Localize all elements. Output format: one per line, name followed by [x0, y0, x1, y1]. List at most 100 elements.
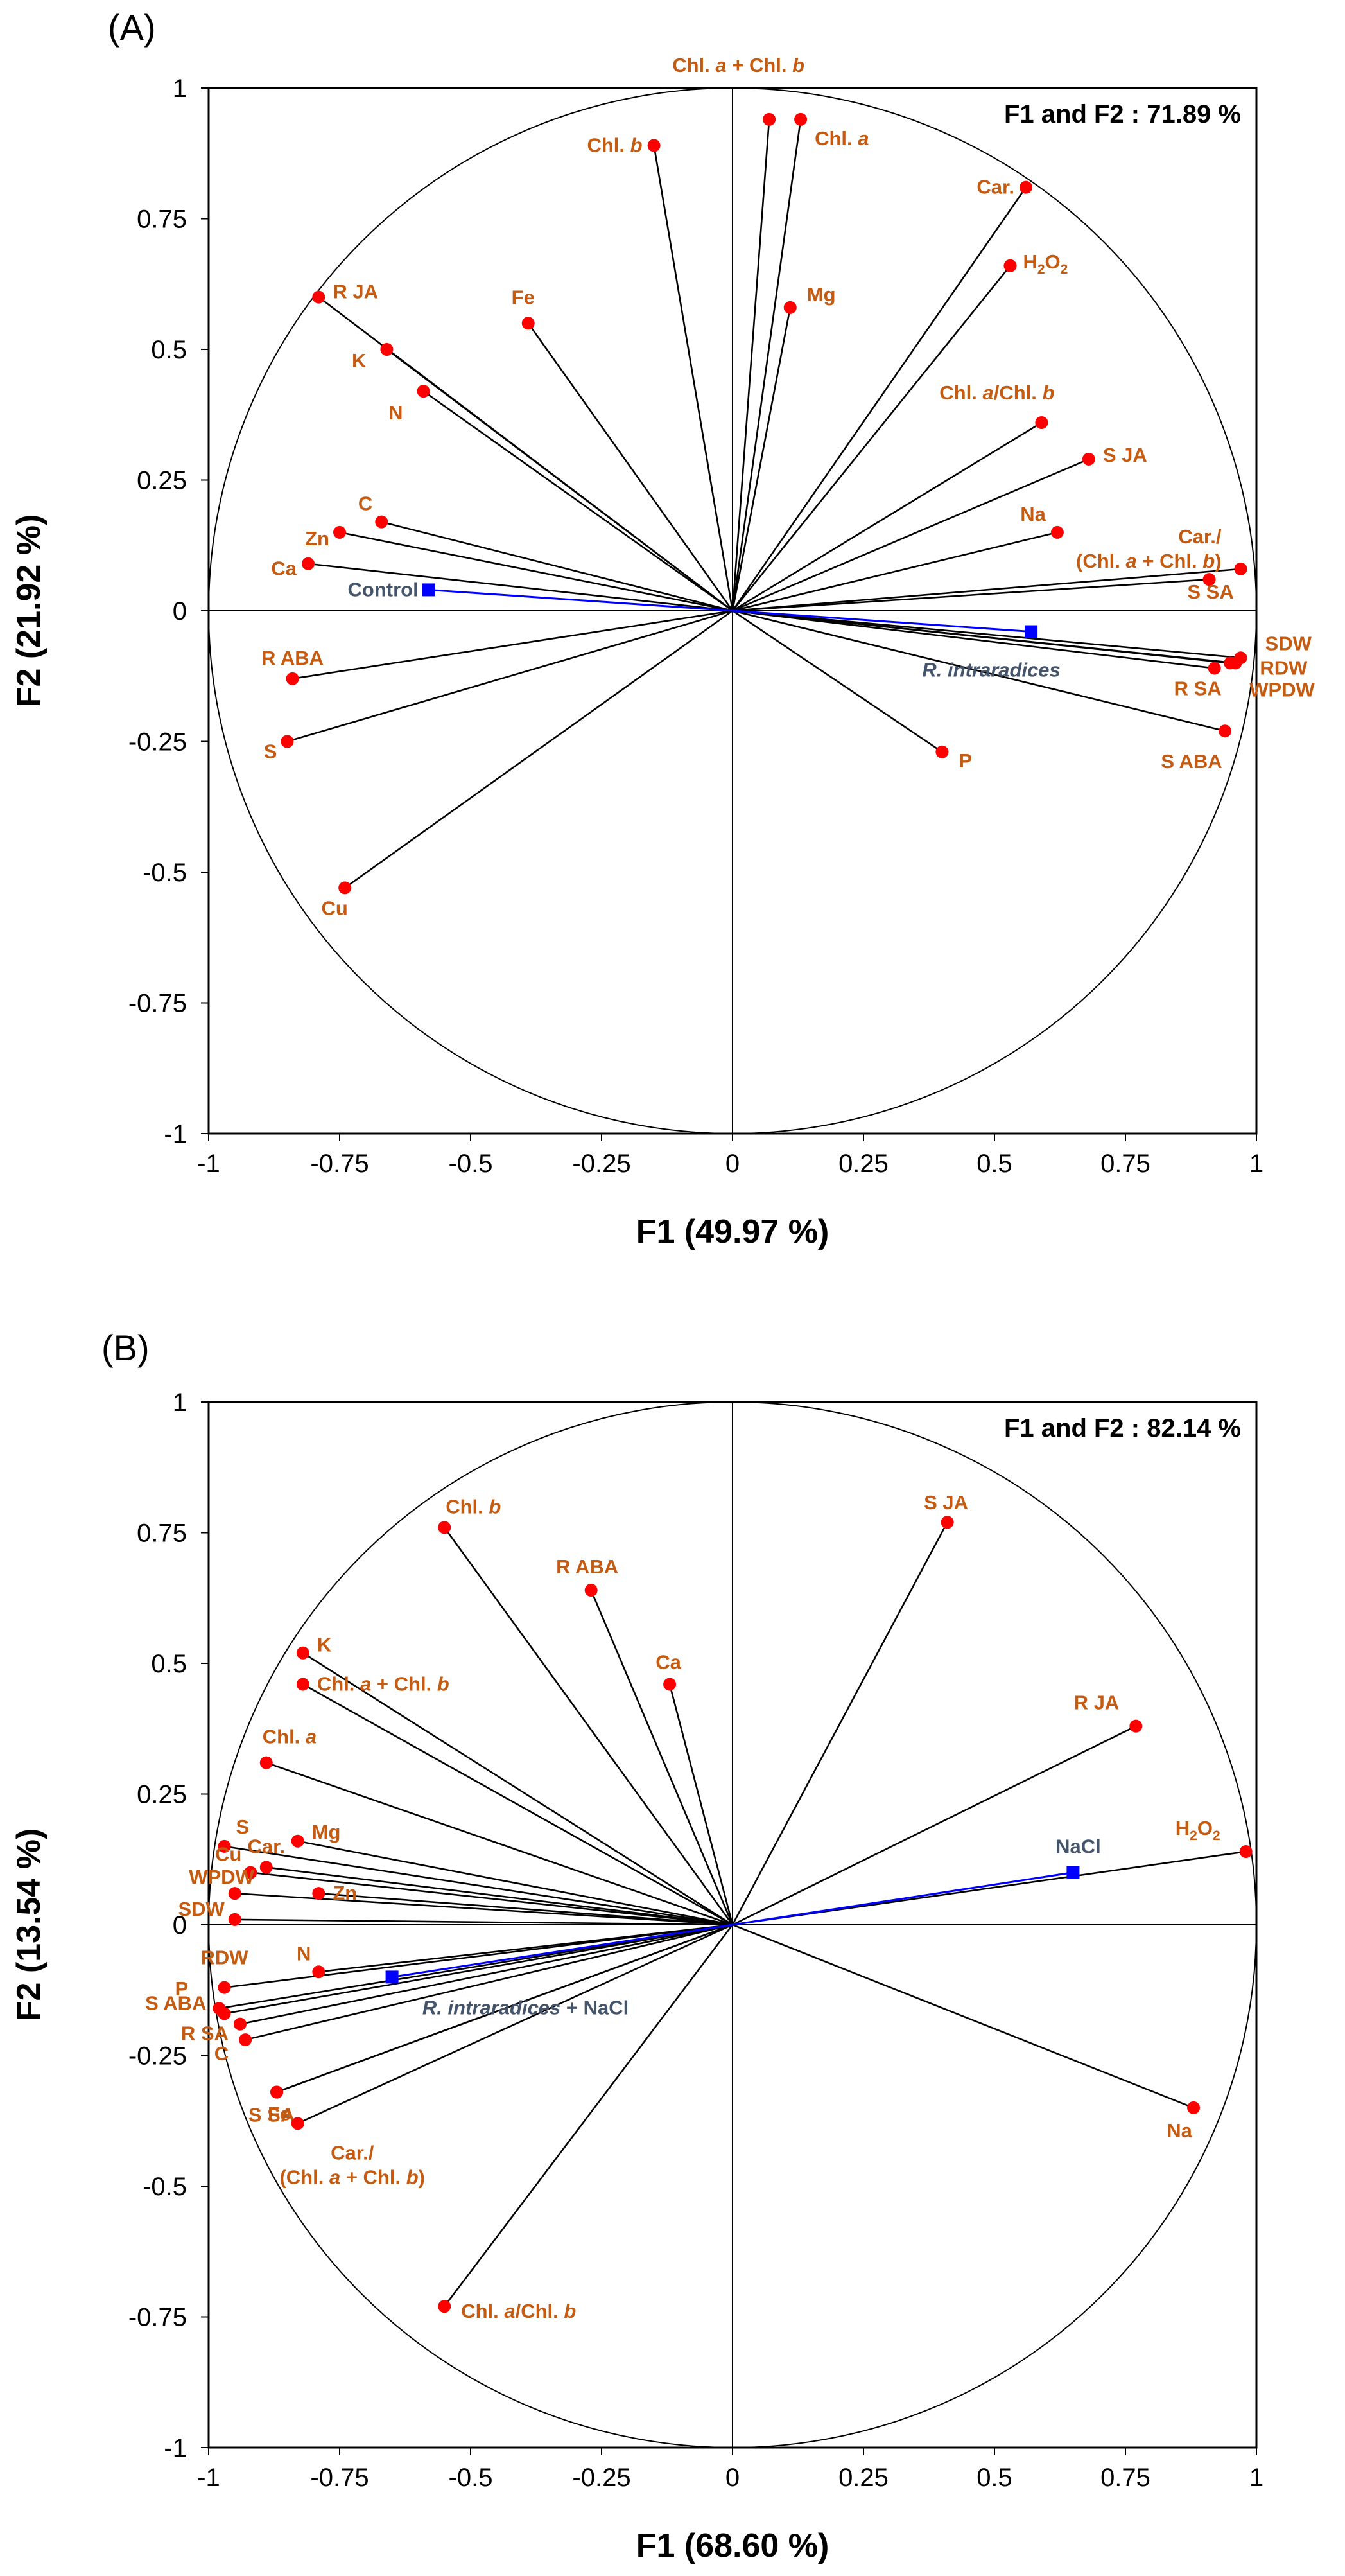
x-tick-label: 0.75 [1100, 2464, 1150, 2492]
label-c: C [358, 493, 372, 515]
point-na [1050, 525, 1064, 539]
point-r-sa [1208, 662, 1221, 675]
label-s-ja: S JA [924, 1491, 968, 1514]
panel-label: (A) [108, 7, 156, 48]
point-r-ja [312, 290, 325, 304]
y-tick-label: 0.5 [151, 336, 187, 364]
point-s-ja [1082, 452, 1095, 466]
point-na [1187, 2101, 1201, 2114]
y-tick-label: 0.5 [151, 1650, 187, 1678]
label-car: Car. [247, 1835, 285, 1857]
vector-k [386, 348, 733, 612]
variance-summary: F1 and F2 : 71.89 % [1004, 100, 1241, 128]
label-p: P [959, 749, 972, 772]
point-car-chl-a-chl-b [1234, 562, 1247, 575]
label-na: Na [1167, 2119, 1192, 2142]
panel-label: (B) [101, 1327, 150, 1368]
vector-mg [297, 1840, 733, 1926]
x-tick-label: 0 [725, 2464, 740, 2492]
vector-c [245, 1923, 733, 2041]
x-tick-label: 0.25 [838, 2464, 889, 2492]
vector-zn [318, 1892, 733, 1926]
point-chl-b [647, 139, 661, 152]
point-sdw [228, 1913, 241, 1926]
panel-b-correlation-circle: -1 -0.75 -0.5 -0.25 0 0.25 0.5 0.75 1 1 0.75 0.5 0.2… [10, 1327, 1263, 2564]
point-ca [663, 1678, 677, 1691]
label-wpdw: WPDW [1249, 678, 1315, 701]
vector-c [381, 521, 733, 612]
label-ca: Ca [271, 557, 297, 580]
label-k: K [317, 1634, 332, 1656]
y-axis-title: F2 (13.54 %) [10, 1828, 48, 2022]
vector-wpdw [732, 609, 1231, 664]
label-s-sa: S SA [248, 2103, 295, 2126]
label-r-aba: R ABA [556, 1555, 618, 1578]
vector-s-aba [224, 1923, 733, 2015]
y-tick-label: -0.5 [143, 2173, 187, 2201]
vector-chl-a [731, 119, 802, 611]
point-r-aba [286, 672, 299, 685]
y-tick-label: -0.75 [128, 990, 187, 1018]
y-tick-label: 0.75 [137, 1520, 187, 1548]
label-s-aba: S ABA [1161, 750, 1222, 773]
label-ca: Ca [655, 1651, 681, 1674]
point-chl-a-chl-b [296, 1678, 309, 1691]
label-h2o2: H2O2 [1176, 1817, 1220, 1843]
point-s-ja [941, 1516, 954, 1529]
label-chl-a-chl-b: Chl. a + Chl. b [672, 54, 804, 76]
vector-r-sa [239, 1923, 733, 2025]
vector-car [266, 1866, 733, 1926]
vector-chl-a-chl-b [732, 421, 1043, 612]
label-mg: Mg [807, 283, 836, 306]
vector-na [732, 531, 1058, 612]
vector-h2o2 [731, 265, 1011, 611]
label-s-aba: S ABA [145, 1992, 206, 2014]
point-chl-a-chl-b [438, 2300, 451, 2313]
vector-s-sa [732, 578, 1210, 612]
obs-point-r-intraradices-nacl [385, 1970, 399, 1984]
vector-s-ja [732, 458, 1089, 612]
y-tick-label: 0 [173, 1911, 187, 1940]
label-wpdw: WPDW [189, 1866, 254, 1888]
x-tick-label: -0.5 [449, 2464, 493, 2492]
label-p: P [175, 1977, 189, 2000]
vector-n [318, 1923, 733, 1973]
point-h2o2 [1239, 1845, 1253, 1859]
label-r-sa: R SA [1174, 678, 1222, 700]
label-fe: Fe [268, 2102, 291, 2125]
label-chl-a: Chl. a [263, 1726, 317, 1748]
y-tick-label: -0.5 [143, 859, 187, 887]
point-n [417, 385, 430, 398]
point-c [375, 515, 388, 529]
point-chl-a-chl-b [1035, 416, 1048, 429]
label-rdw: RDW [200, 1947, 248, 1969]
vector-chl-a-chl-b [302, 1683, 733, 1926]
point-r-aba [584, 1584, 598, 1597]
y-tick-label: 0.75 [137, 206, 187, 234]
x-tick-label: -0.25 [572, 1150, 630, 1178]
point-c [239, 2033, 252, 2047]
point-rdw [218, 1981, 231, 1994]
label-n: N [388, 401, 403, 424]
vector-s [287, 609, 733, 742]
label-fe: Fe [512, 286, 535, 308]
point-s [281, 735, 294, 748]
x-axis-title: F1 (68.60 %) [636, 2527, 829, 2564]
label-r-ja: R JA [333, 281, 378, 303]
label-mg: Mg [312, 1821, 341, 1843]
label-car-chl-a-chl-b: Car./(Chl. a + Chl. b) [279, 2141, 425, 2188]
x-tick-label: 1 [1249, 2464, 1263, 2492]
x-tick-label: -0.75 [310, 2464, 369, 2492]
vector-s-aba [732, 609, 1226, 732]
vector-sdw [732, 609, 1241, 659]
obs-vector-r-intraradices-nacl [392, 1923, 733, 1978]
x-tick-label: -0.5 [449, 1150, 493, 1178]
label-chl-a-chl-b: Chl. a/Chl. b [939, 381, 1054, 404]
label-zn: Zn [305, 527, 329, 550]
vector-fe [527, 322, 734, 611]
x-tick-label: -0.25 [572, 2464, 630, 2492]
point-s-sa [270, 2085, 284, 2099]
vector-r-aba [590, 1590, 734, 1925]
label-car-chl-a-chl-b: Car./(Chl. a + Chl. b) [1076, 525, 1222, 572]
vector-r-aba [292, 609, 733, 680]
